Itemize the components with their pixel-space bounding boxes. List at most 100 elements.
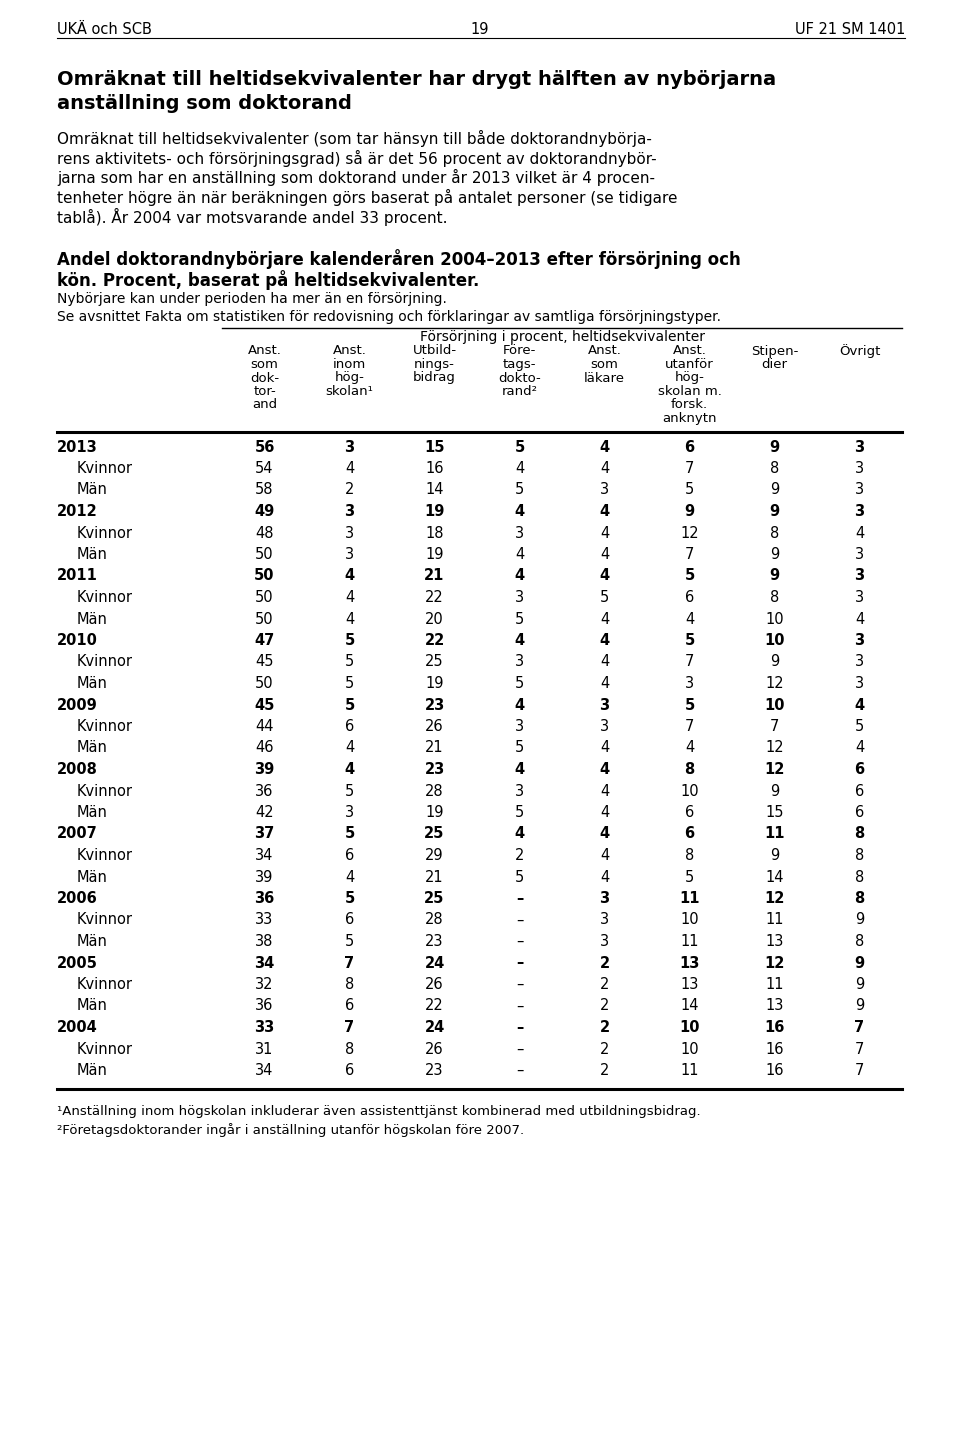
Text: 3: 3 — [854, 439, 865, 455]
Text: 5: 5 — [515, 611, 524, 627]
Text: 5: 5 — [515, 676, 524, 692]
Text: 4: 4 — [600, 784, 610, 799]
Text: 2: 2 — [599, 956, 610, 970]
Text: 3: 3 — [855, 547, 864, 562]
Text: inom: inom — [333, 358, 366, 371]
Text: som: som — [251, 358, 278, 371]
Text: som: som — [590, 358, 618, 371]
Text: –: – — [516, 934, 523, 949]
Text: 49: 49 — [254, 504, 275, 518]
Text: 14: 14 — [765, 869, 783, 885]
Text: 6: 6 — [684, 826, 695, 842]
Text: 5: 5 — [345, 826, 354, 842]
Text: 8: 8 — [854, 891, 865, 905]
Text: Män: Män — [77, 676, 108, 692]
Text: 6: 6 — [345, 719, 354, 734]
Text: 19: 19 — [425, 804, 444, 820]
Text: Försörjning i procent, heltidsekvivalenter: Försörjning i procent, heltidsekvivalent… — [420, 331, 705, 345]
Text: 38: 38 — [255, 934, 274, 949]
Text: 5: 5 — [515, 439, 524, 455]
Text: 3: 3 — [515, 526, 524, 540]
Text: 4: 4 — [600, 848, 610, 864]
Text: 9: 9 — [854, 978, 864, 992]
Text: 7: 7 — [345, 1019, 354, 1035]
Text: 2: 2 — [600, 1063, 610, 1079]
Text: 3: 3 — [855, 676, 864, 692]
Text: 4: 4 — [515, 504, 524, 518]
Text: 3: 3 — [515, 654, 524, 670]
Text: 9: 9 — [770, 848, 780, 864]
Text: 3: 3 — [855, 591, 864, 605]
Text: 5: 5 — [684, 697, 695, 712]
Text: 10: 10 — [764, 697, 784, 712]
Text: 12: 12 — [764, 956, 784, 970]
Text: anknytn: anknytn — [662, 412, 717, 425]
Text: 3: 3 — [600, 913, 609, 927]
Text: 16: 16 — [425, 461, 444, 477]
Text: 5: 5 — [345, 891, 354, 905]
Text: 8: 8 — [684, 848, 694, 864]
Text: 2004: 2004 — [57, 1019, 98, 1035]
Text: Män: Män — [77, 482, 108, 498]
Text: 2010: 2010 — [57, 632, 98, 648]
Text: 22: 22 — [425, 998, 444, 1014]
Text: 28: 28 — [425, 913, 444, 927]
Text: 6: 6 — [684, 439, 695, 455]
Text: anställning som doktorand: anställning som doktorand — [57, 94, 352, 113]
Text: 46: 46 — [255, 741, 274, 755]
Text: 56: 56 — [254, 439, 275, 455]
Text: 3: 3 — [600, 934, 609, 949]
Text: 3: 3 — [599, 891, 610, 905]
Text: ¹Anställning inom högskolan inkluderar även assistenttjänst kombinerad med utbil: ¹Anställning inom högskolan inkluderar ä… — [57, 1105, 701, 1118]
Text: 13: 13 — [765, 998, 783, 1014]
Text: Nybörjare kan under perioden ha mer än en försörjning.: Nybörjare kan under perioden ha mer än e… — [57, 293, 446, 306]
Text: –: – — [516, 1041, 523, 1057]
Text: –: – — [516, 1063, 523, 1079]
Text: 11: 11 — [764, 826, 784, 842]
Text: 13: 13 — [681, 978, 699, 992]
Text: 4: 4 — [515, 547, 524, 562]
Text: 8: 8 — [345, 978, 354, 992]
Text: 6: 6 — [345, 998, 354, 1014]
Text: 3: 3 — [600, 719, 609, 734]
Text: 19: 19 — [470, 22, 490, 38]
Text: Män: Män — [77, 869, 108, 885]
Text: 2005: 2005 — [57, 956, 98, 970]
Text: 26: 26 — [425, 719, 444, 734]
Text: Kvinnor: Kvinnor — [77, 719, 133, 734]
Text: 3: 3 — [515, 591, 524, 605]
Text: kön. Procent, baserat på heltidsekvivalenter.: kön. Procent, baserat på heltidsekvivale… — [57, 270, 479, 290]
Text: 2: 2 — [600, 1041, 610, 1057]
Text: Män: Män — [77, 611, 108, 627]
Text: 5: 5 — [684, 869, 694, 885]
Text: 7: 7 — [345, 956, 354, 970]
Text: 45: 45 — [254, 697, 275, 712]
Text: Kvinnor: Kvinnor — [77, 591, 133, 605]
Text: Män: Män — [77, 934, 108, 949]
Text: 11: 11 — [680, 891, 700, 905]
Text: 9: 9 — [854, 998, 864, 1014]
Text: 13: 13 — [680, 956, 700, 970]
Text: Kvinnor: Kvinnor — [77, 1041, 133, 1057]
Text: Omräknat till heltidsekvivalenter (som tar hänsyn till både doktorandnybörja-: Omräknat till heltidsekvivalenter (som t… — [57, 130, 652, 147]
Text: 4: 4 — [854, 526, 864, 540]
Text: 9: 9 — [769, 504, 780, 518]
Text: tor-: tor- — [253, 386, 276, 399]
Text: 45: 45 — [255, 654, 274, 670]
Text: 4: 4 — [600, 461, 610, 477]
Text: 50: 50 — [255, 676, 274, 692]
Text: 11: 11 — [681, 934, 699, 949]
Text: 36: 36 — [255, 998, 274, 1014]
Text: 6: 6 — [854, 762, 865, 777]
Text: 7: 7 — [684, 547, 694, 562]
Text: Män: Män — [77, 804, 108, 820]
Text: 4: 4 — [345, 869, 354, 885]
Text: 13: 13 — [765, 934, 783, 949]
Text: Utbild-: Utbild- — [413, 345, 457, 358]
Text: 6: 6 — [854, 804, 864, 820]
Text: hög-: hög- — [675, 371, 705, 384]
Text: forsk.: forsk. — [671, 399, 708, 412]
Text: 19: 19 — [425, 676, 444, 692]
Text: rand²: rand² — [501, 386, 538, 399]
Text: 5: 5 — [684, 482, 694, 498]
